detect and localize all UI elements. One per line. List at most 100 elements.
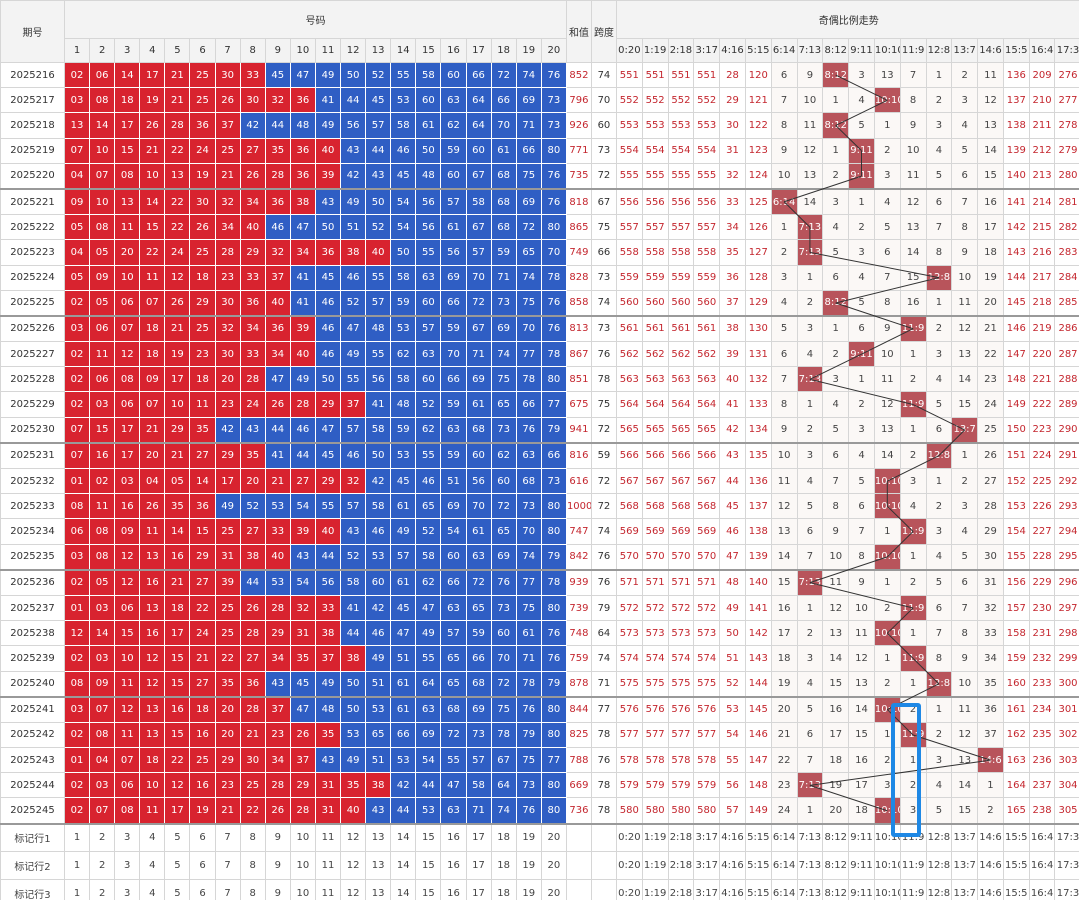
blue-number: 70 bbox=[515, 314, 542, 343]
trend-miss: 562 bbox=[615, 341, 643, 368]
blue-number: 45 bbox=[390, 162, 417, 190]
data-row: 2025244 02 03 06 10 12 16 23 25 28 29 31 35 38 42 44 47 5… bbox=[0, 772, 1079, 799]
trend-miss: 8 bbox=[770, 112, 798, 139]
trend-miss: 159 bbox=[1002, 645, 1030, 672]
footer-ratio: 2:18 bbox=[667, 851, 695, 880]
footer-ratio: 5:15 bbox=[744, 879, 772, 900]
footer-position: 11 bbox=[314, 879, 342, 900]
blue-number: 53 bbox=[390, 747, 417, 774]
red-number: 21 bbox=[164, 314, 191, 343]
trend-miss: 7 bbox=[796, 747, 824, 774]
blue-number: 53 bbox=[390, 314, 417, 343]
issue: 2025243 bbox=[0, 747, 65, 774]
red-number: 28 bbox=[264, 594, 291, 622]
trend-miss: 37 bbox=[977, 721, 1004, 749]
footer-blank bbox=[565, 879, 592, 900]
blue-number: 77 bbox=[540, 391, 567, 418]
issue-header: 期号 bbox=[0, 0, 65, 63]
trend-hit: 12:8 bbox=[925, 670, 953, 698]
blue-number: 44 bbox=[289, 441, 316, 469]
trend-miss: 560 bbox=[641, 289, 669, 317]
footer-ratio: 14:6 bbox=[977, 822, 1004, 853]
footer-position: 1 bbox=[63, 879, 91, 900]
trend-miss: 577 bbox=[641, 721, 669, 749]
trend-miss: 127 bbox=[744, 239, 772, 266]
trend-miss: 31 bbox=[977, 568, 1004, 596]
blue-number: 75 bbox=[515, 594, 542, 622]
span: 73 bbox=[590, 314, 617, 343]
footer-ratio: 9:11 bbox=[848, 851, 875, 880]
trend-miss: 218 bbox=[1028, 289, 1056, 317]
blue-number: 57 bbox=[465, 239, 492, 266]
blue-number: 73 bbox=[540, 87, 567, 114]
trend-miss: 552 bbox=[693, 87, 721, 114]
blue-number: 78 bbox=[540, 568, 567, 596]
trend-miss: 140 bbox=[744, 568, 772, 596]
trend-miss: 51 bbox=[719, 645, 746, 672]
trend-miss: 564 bbox=[615, 391, 643, 418]
trend-miss: 13 bbox=[951, 747, 979, 774]
trend-miss: 6 bbox=[848, 314, 875, 343]
red-number: 27 bbox=[289, 467, 316, 495]
trend-miss: 3 bbox=[822, 187, 850, 216]
trend-miss: 285 bbox=[1054, 289, 1079, 317]
span: 78 bbox=[590, 797, 617, 825]
blue-number: 64 bbox=[490, 772, 517, 799]
red-number: 33 bbox=[239, 341, 266, 368]
trend-miss: 553 bbox=[615, 112, 643, 139]
blue-number: 78 bbox=[515, 670, 542, 698]
blue-number: 43 bbox=[314, 747, 342, 774]
blue-number: 69 bbox=[465, 695, 492, 723]
data-row: 2025219 07 10 15 21 22 24 25 27 35 36 40 43 44 46 50 59 6… bbox=[0, 137, 1079, 164]
footer-label: 标记行3 bbox=[0, 879, 65, 900]
span: 60 bbox=[590, 112, 617, 139]
trend-miss: 14 bbox=[951, 366, 979, 393]
trend-miss: 232 bbox=[1028, 645, 1056, 672]
trend-miss: 5 bbox=[873, 214, 901, 241]
footer-position: 2 bbox=[89, 879, 116, 900]
blue-number: 53 bbox=[415, 797, 442, 825]
blue-number: 64 bbox=[465, 112, 492, 139]
red-number: 25 bbox=[214, 620, 241, 647]
red-number: 28 bbox=[289, 797, 316, 825]
issue: 2025240 bbox=[0, 670, 65, 698]
trend-miss: 40 bbox=[719, 366, 746, 393]
footer-ratio: 17:3 bbox=[1054, 879, 1079, 900]
trend-miss: 578 bbox=[615, 747, 643, 774]
sum: 851 bbox=[565, 366, 592, 393]
span: 67 bbox=[590, 187, 617, 216]
red-number: 35 bbox=[239, 441, 266, 469]
trend-miss: 6 bbox=[925, 594, 953, 622]
trend-miss: 20 bbox=[770, 695, 798, 723]
footer-ratio: 0:20 bbox=[615, 822, 643, 853]
blue-number: 66 bbox=[515, 391, 542, 418]
position-header: 15 bbox=[415, 38, 442, 63]
trend-miss: 160 bbox=[1002, 670, 1030, 698]
red-number: 04 bbox=[63, 162, 91, 190]
trend-miss: 7 bbox=[770, 366, 798, 393]
issue: 2025217 bbox=[0, 87, 65, 114]
trend-miss: 576 bbox=[615, 695, 643, 723]
sum: 878 bbox=[565, 670, 592, 698]
red-number: 39 bbox=[214, 568, 241, 596]
position-header: 20 bbox=[540, 38, 567, 63]
red-number: 25 bbox=[214, 518, 241, 545]
footer-position: 19 bbox=[515, 822, 542, 853]
blue-number: 67 bbox=[465, 214, 492, 241]
trend-miss: 22 bbox=[977, 341, 1004, 368]
red-number: 21 bbox=[214, 162, 241, 190]
sum: 865 bbox=[565, 214, 592, 241]
footer-position: 7 bbox=[214, 879, 241, 900]
blue-number: 62 bbox=[415, 416, 442, 444]
red-number: 07 bbox=[89, 797, 116, 825]
trend-miss: 8 bbox=[822, 493, 850, 520]
position-header: 16 bbox=[440, 38, 467, 63]
trend-miss: 16 bbox=[977, 187, 1004, 216]
red-number: 11 bbox=[189, 391, 216, 418]
red-number: 29 bbox=[214, 747, 241, 774]
red-number: 37 bbox=[264, 264, 291, 291]
blue-number: 50 bbox=[340, 61, 367, 89]
blue-number: 63 bbox=[415, 264, 442, 291]
trend-miss: 17 bbox=[770, 620, 798, 647]
